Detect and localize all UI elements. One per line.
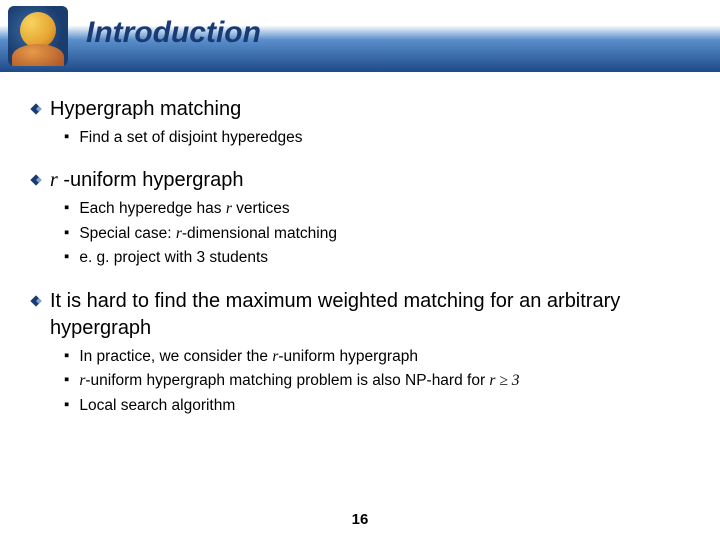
main-item-2: r -uniform hypergraph <box>30 167 690 194</box>
sub-text: Each hyperedge has r vertices <box>79 198 289 220</box>
sub-item: ▪ Special case: r-dimensional matching <box>64 223 690 245</box>
sub-item: ▪ In practice, we consider the r-uniform… <box>64 346 690 368</box>
diamond-bullet-icon <box>30 174 42 186</box>
square-bullet-icon: ▪ <box>64 248 69 265</box>
title-suffix: -uniform hypergraph <box>58 169 244 191</box>
sub-post: -dimensional matching <box>182 225 337 242</box>
slide-header: Introduction <box>0 0 720 72</box>
math-expr: r ≥ 3 <box>489 372 519 389</box>
slide-title: Introduction <box>86 16 261 50</box>
main-text-1: Hypergraph matching <box>50 96 241 123</box>
square-bullet-icon: ▪ <box>64 396 69 413</box>
main-item-1: Hypergraph matching <box>30 96 690 123</box>
sub-pre: Special case: <box>79 225 176 242</box>
sub-item: ▪ r-uniform hypergraph matching problem … <box>64 370 690 392</box>
sub-text: r-uniform hypergraph matching problem is… <box>79 370 519 392</box>
sub-item: ▪ Local search algorithm <box>64 395 690 417</box>
sub-list-2: ▪ Each hyperedge has r vertices ▪ Specia… <box>64 198 690 269</box>
sub-post: -uniform hypergraph <box>278 348 418 365</box>
square-bullet-icon: ▪ <box>64 224 69 241</box>
math-var: r <box>50 169 58 191</box>
sub-item: ▪ Each hyperedge has r vertices <box>64 198 690 220</box>
sub-item: ▪ e. g. project with 3 students <box>64 247 690 269</box>
square-bullet-icon: ▪ <box>64 371 69 388</box>
sub-post: -uniform hypergraph matching problem is … <box>85 372 489 389</box>
sub-list-3: ▪ In practice, we consider the r-uniform… <box>64 346 690 417</box>
sub-text: Local search algorithm <box>79 395 235 417</box>
diamond-bullet-icon <box>30 295 42 307</box>
page-number: 16 <box>0 511 720 528</box>
sub-pre: Each hyperedge has <box>79 200 226 217</box>
main-item-3: It is hard to find the maximum weighted … <box>30 288 690 342</box>
sub-text: In practice, we consider the r-uniform h… <box>79 346 418 368</box>
sub-text: Special case: r-dimensional matching <box>79 223 337 245</box>
header-globe-graphic <box>8 6 68 66</box>
sub-pre: In practice, we consider the <box>79 348 272 365</box>
diamond-bullet-icon <box>30 103 42 115</box>
square-bullet-icon: ▪ <box>64 128 69 145</box>
square-bullet-icon: ▪ <box>64 199 69 216</box>
sub-list-1: ▪ Find a set of disjoint hyperedges <box>64 127 690 149</box>
main-text-3: It is hard to find the maximum weighted … <box>50 288 690 342</box>
main-text-2: r -uniform hypergraph <box>50 167 243 194</box>
sub-text: Find a set of disjoint hyperedges <box>79 127 302 149</box>
sub-text: e. g. project with 3 students <box>79 247 268 269</box>
slide-content: Hypergraph matching ▪ Find a set of disj… <box>0 72 720 417</box>
sub-post: vertices <box>232 200 290 217</box>
square-bullet-icon: ▪ <box>64 347 69 364</box>
sub-item: ▪ Find a set of disjoint hyperedges <box>64 127 690 149</box>
